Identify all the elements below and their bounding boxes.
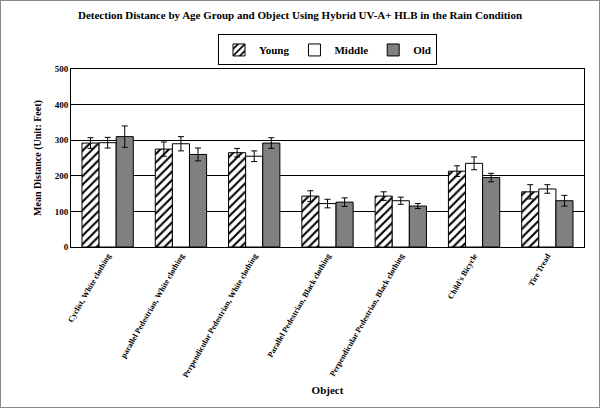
svg-text:Cyclist, White clothing: Cyclist, White clothing <box>66 252 113 324</box>
svg-text:Mean Distance (Unit: Feet): Mean Distance (Unit: Feet) <box>32 100 44 216</box>
svg-text:Old: Old <box>413 44 431 56</box>
svg-text:Detection Distance by Age Grou: Detection Distance by Age Group and Obje… <box>78 9 522 21</box>
svg-text:200: 200 <box>55 171 69 181</box>
svg-text:100: 100 <box>55 207 69 217</box>
svg-text:Parallel Pedestrian, Black clo: Parallel Pedestrian, Black clothing <box>266 252 333 359</box>
svg-text:Object: Object <box>312 384 344 396</box>
svg-text:parallel Pedestrian, White clo: parallel Pedestrian, White clothing <box>119 252 186 360</box>
svg-text:Perpendicular Pedestrian, Whit: Perpendicular Pedestrian, White clothing <box>181 252 260 379</box>
svg-text:Perpendicular Pedestrian, Blac: Perpendicular Pedestrian, Black clothing <box>328 252 406 378</box>
svg-text:0: 0 <box>64 242 69 252</box>
svg-text:Child's Bicycle: Child's Bicycle <box>446 252 479 301</box>
svg-text:Young: Young <box>259 44 289 56</box>
svg-text:300: 300 <box>55 135 69 145</box>
svg-text:400: 400 <box>55 100 69 110</box>
svg-text:500: 500 <box>55 64 69 74</box>
svg-text:Tire Tread: Tire Tread <box>527 252 553 288</box>
svg-text:Middle: Middle <box>334 44 368 56</box>
